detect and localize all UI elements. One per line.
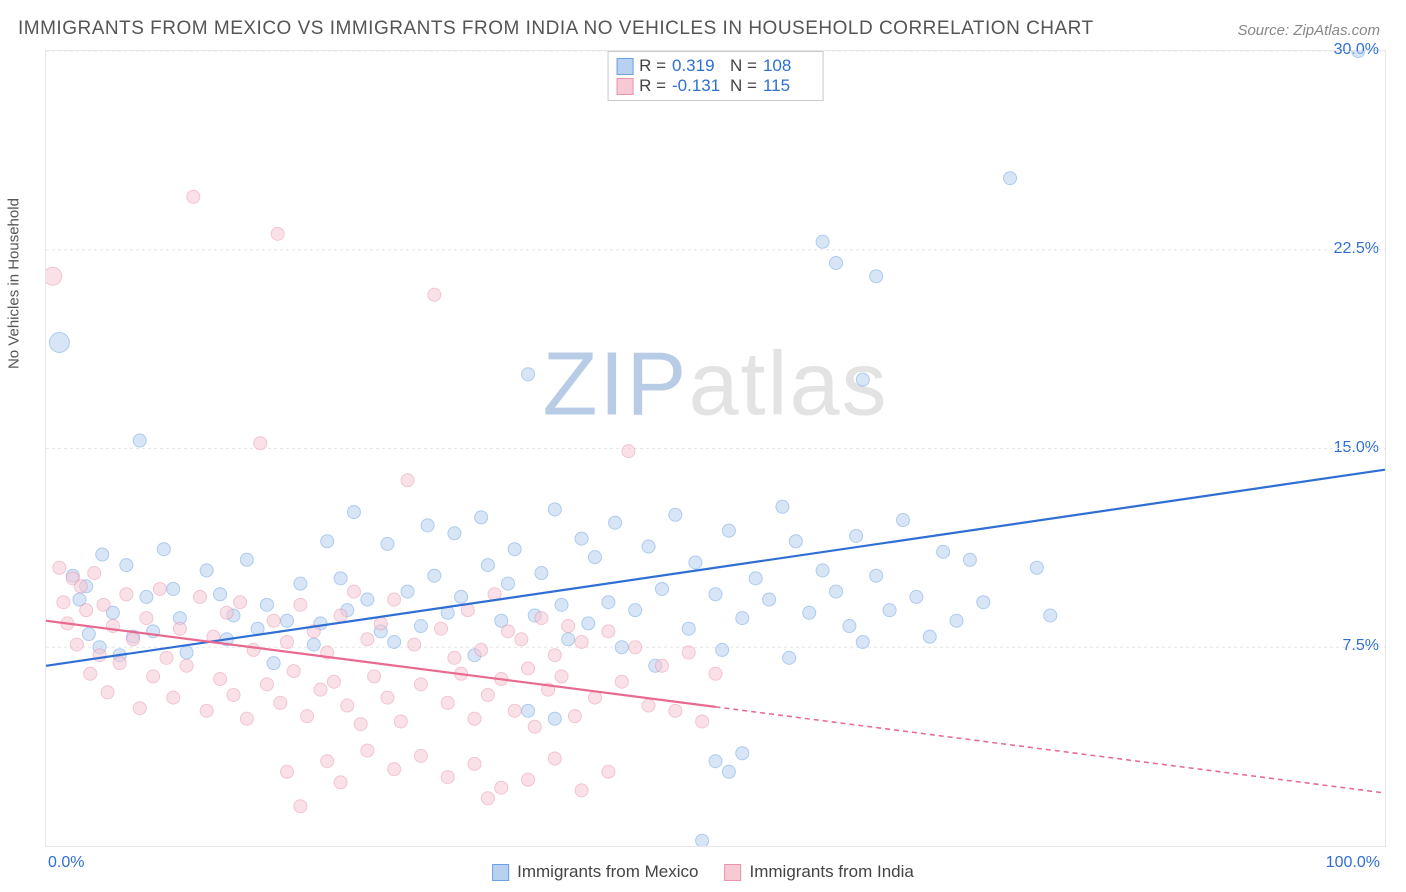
scatter-plot-svg bbox=[46, 51, 1385, 846]
x-tick-origin: 0.0% bbox=[48, 854, 84, 872]
n-label: N = bbox=[730, 76, 757, 96]
r-value-mexico: 0.319 bbox=[672, 56, 724, 76]
chart-title: IMMIGRANTS FROM MEXICO VS IMMIGRANTS FRO… bbox=[18, 18, 1094, 40]
legend-swatch-mexico bbox=[492, 864, 509, 881]
correlation-legend: R = 0.319 N = 108 R = -0.131 N = 115 bbox=[607, 51, 824, 101]
legend-row-mexico: R = 0.319 N = 108 bbox=[616, 56, 815, 76]
legend-row-india: R = -0.131 N = 115 bbox=[616, 76, 815, 96]
legend-swatch-india bbox=[724, 864, 741, 881]
source-attribution: Source: ZipAtlas.com bbox=[1237, 22, 1380, 39]
x-tick-max: 100.0% bbox=[1326, 854, 1380, 872]
r-label: R = bbox=[639, 76, 666, 96]
series-legend: Immigrants from Mexico Immigrants from I… bbox=[492, 862, 914, 882]
n-value-mexico: 108 bbox=[763, 56, 815, 76]
chart-container: ZIPatlas R = 0.319 N = 108 R = -0.131 N … bbox=[45, 50, 1386, 847]
legend-swatch-mexico bbox=[616, 58, 633, 75]
legend-item-mexico: Immigrants from Mexico bbox=[492, 862, 698, 882]
legend-swatch-india bbox=[616, 78, 633, 95]
plot-area: ZIPatlas R = 0.319 N = 108 R = -0.131 N … bbox=[45, 50, 1386, 847]
n-label: N = bbox=[730, 56, 757, 76]
legend-item-india: Immigrants from India bbox=[724, 862, 913, 882]
r-value-india: -0.131 bbox=[672, 76, 724, 96]
y-axis-label: No Vehicles in Household bbox=[6, 198, 23, 369]
legend-label-mexico: Immigrants from Mexico bbox=[517, 862, 698, 882]
legend-label-india: Immigrants from India bbox=[749, 862, 913, 882]
n-value-india: 115 bbox=[763, 76, 815, 96]
r-label: R = bbox=[639, 56, 666, 76]
